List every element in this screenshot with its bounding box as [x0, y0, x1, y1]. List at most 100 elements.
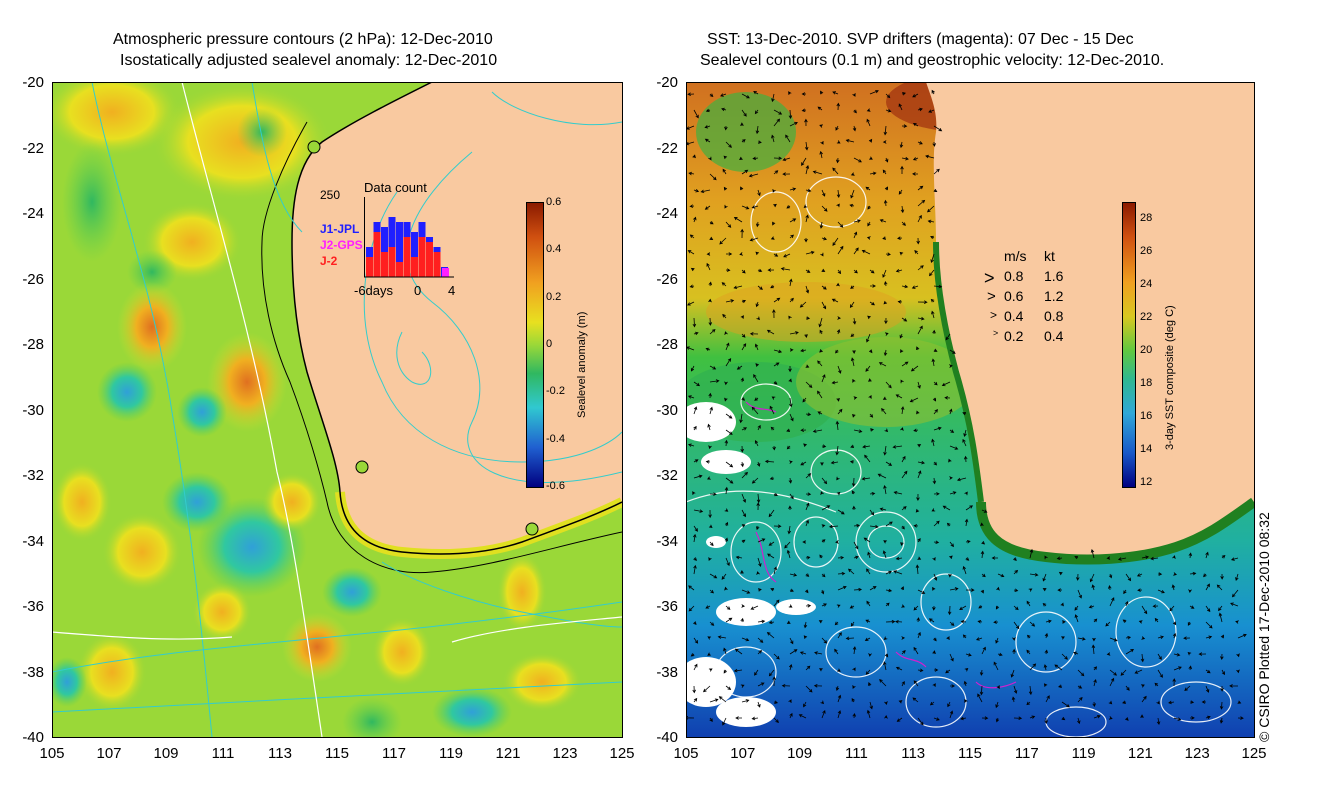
velocity-vector [1141, 684, 1145, 688]
velocity-vector [709, 379, 720, 383]
velocity-vector [704, 125, 711, 129]
velocity-vector [769, 405, 775, 415]
velocity-vector [831, 380, 839, 385]
velocity-vector [853, 396, 858, 400]
velocity-vector [740, 617, 744, 623]
velocity-vector [1057, 588, 1063, 592]
velocity-vector [884, 186, 888, 191]
velocity-vector [687, 301, 695, 306]
velocity-vector [917, 631, 921, 639]
velocity-vector [1026, 634, 1031, 639]
velocity-vector [788, 699, 792, 703]
left-x-tick: 107 [96, 745, 122, 762]
velocity-vector [867, 682, 872, 687]
velocity-vector [741, 524, 746, 528]
velocity-vector [692, 533, 697, 543]
velocity-vector [733, 668, 743, 673]
sealevel-colorbar-tick: -0.4 [546, 432, 565, 445]
velocity-vector [1074, 614, 1079, 623]
velocity-vector [1093, 714, 1101, 719]
velocity-vector [1140, 653, 1145, 663]
velocity-vector [917, 717, 924, 726]
velocity-vector [932, 557, 936, 561]
histogram-bar-j2 [433, 252, 441, 277]
velocity-vector [912, 93, 919, 98]
velocity-vector [1108, 585, 1112, 591]
right-x-tick: 107 [730, 745, 756, 762]
velocity-vector [853, 219, 861, 223]
velocity-vector [1138, 620, 1143, 624]
left-y-tick: -32 [22, 467, 44, 484]
velocity-vector [803, 443, 807, 447]
velocity-vector [895, 556, 903, 561]
velocity-vector [821, 444, 827, 448]
velocity-vector [688, 585, 695, 591]
velocity-vector [1011, 696, 1016, 703]
velocity-vector [803, 635, 808, 639]
velocity-vector [980, 522, 984, 527]
velocity-vector [869, 413, 874, 418]
velocity-vector [867, 315, 871, 320]
velocity-vector [740, 461, 745, 468]
velocity-vector [1171, 584, 1176, 591]
velocity-vector [740, 186, 744, 191]
velocity-vector [1205, 551, 1209, 559]
velocity-vector [869, 171, 877, 176]
velocity-vector [1218, 605, 1223, 612]
velocity-vector [832, 167, 839, 175]
velocity-vector [740, 122, 744, 127]
velocity-vector [817, 106, 823, 111]
velocity-vector [868, 395, 872, 399]
velocity-vector [1074, 555, 1079, 560]
velocity-vector [789, 187, 797, 191]
velocity-vector [785, 134, 791, 143]
velocity-vector [805, 250, 815, 255]
left-y-tick: -24 [22, 205, 44, 222]
velocity-vector [723, 186, 728, 191]
velocity-vector [773, 362, 780, 367]
velocity-vector [836, 102, 841, 111]
velocity-vector [831, 298, 839, 303]
velocity-vector [865, 365, 871, 372]
velocity-vector [1089, 573, 1095, 583]
velocity-vector [869, 301, 876, 306]
velocity-vector [749, 237, 759, 242]
velocity-vector [771, 93, 775, 103]
right-x-tick: 125 [1241, 745, 1267, 762]
velocity-vector [754, 397, 759, 401]
velocity-vector [895, 394, 903, 399]
velocity-vector [965, 653, 972, 657]
velocity-vector [757, 588, 762, 592]
velocity-vector [893, 570, 903, 575]
right-y-tick: -22 [656, 139, 678, 157]
velocity-vector [945, 333, 951, 341]
data-count-ymax: 250 [320, 188, 341, 202]
velocity-vector [741, 139, 746, 143]
velocity-vector [709, 621, 715, 626]
velocity-arrow-icon: > [990, 308, 998, 322]
data-count-xlabel-zero: 0 [414, 283, 422, 298]
velocity-vector [1220, 634, 1224, 639]
velocity-vector [724, 439, 729, 447]
velocity-vector [1157, 653, 1162, 660]
velocity-vector [850, 285, 855, 289]
velocity-vector [850, 333, 855, 337]
velocity-vector [820, 491, 824, 495]
velocity-vector [981, 509, 988, 513]
velocity-vector [947, 701, 951, 708]
velocity-vector [901, 470, 908, 479]
velocity-vector [1205, 669, 1211, 674]
velocity-vector [773, 700, 779, 704]
velocity-vector [709, 93, 714, 98]
velocity-vector [1184, 685, 1191, 692]
velocity-vector [853, 429, 863, 433]
velocity-vector [836, 329, 841, 335]
velocity-vector [884, 701, 888, 705]
velocity-row-ms: 0.2 [1004, 328, 1024, 344]
velocity-vector [849, 203, 855, 208]
velocity-vector [1120, 669, 1127, 676]
velocity-vector [739, 252, 744, 256]
velocity-vector [688, 171, 695, 176]
left-y-tick: -28 [22, 336, 44, 353]
velocity-vector [866, 333, 871, 343]
